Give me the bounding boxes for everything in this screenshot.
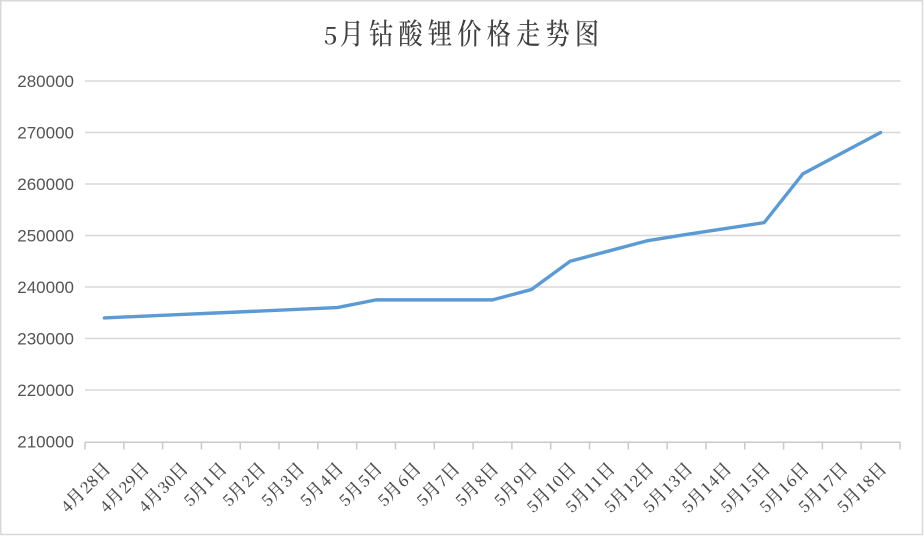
svg-text:210000: 210000	[17, 433, 74, 452]
svg-text:240000: 240000	[17, 278, 74, 297]
svg-text:260000: 260000	[17, 175, 74, 194]
svg-text:250000: 250000	[17, 227, 74, 246]
svg-text:280000: 280000	[17, 72, 74, 91]
svg-text:270000: 270000	[17, 124, 74, 143]
svg-text:220000: 220000	[17, 381, 74, 400]
svg-text:230000: 230000	[17, 330, 74, 349]
